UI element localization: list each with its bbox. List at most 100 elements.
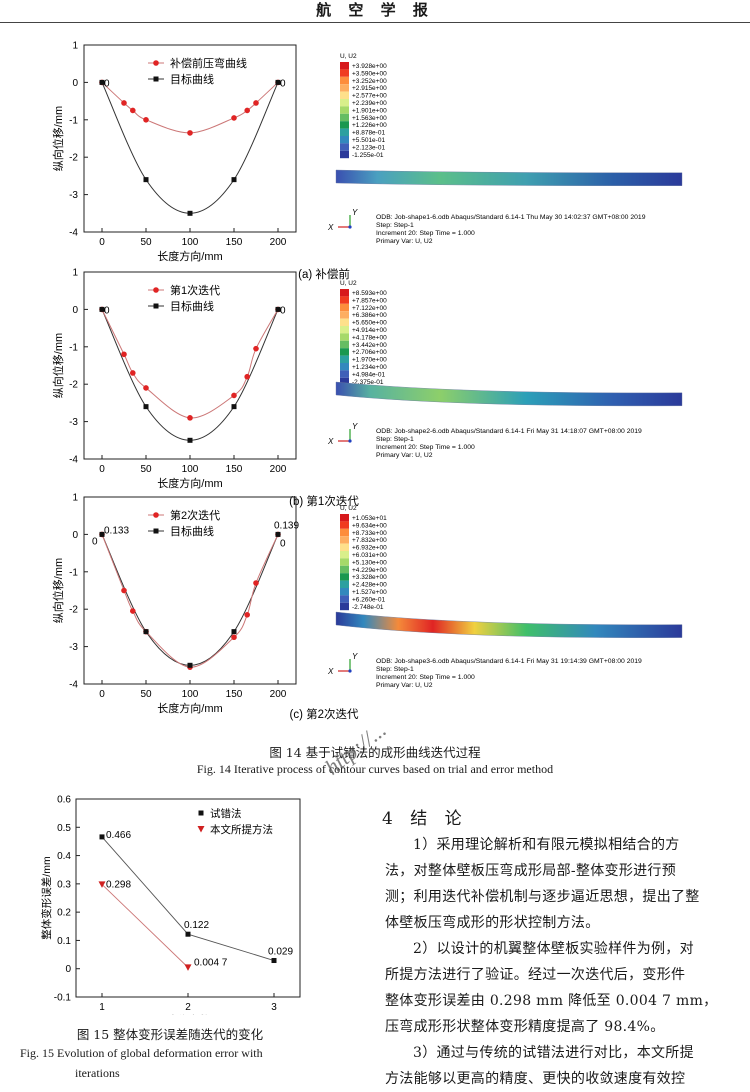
fea-info-line: Primary Var: U, U2 bbox=[376, 238, 433, 245]
fea-legend-value: +1.053e+01 bbox=[352, 515, 387, 522]
legend-black-marker bbox=[153, 528, 159, 534]
y-axis-label: 纵向位移/mm bbox=[51, 106, 65, 171]
y-tick-label: 0.4 bbox=[57, 851, 71, 862]
fea-color-swatch bbox=[340, 106, 349, 114]
fea-legend-value: +6.260e-01 bbox=[352, 596, 385, 603]
fea-deformed-beam bbox=[335, 169, 683, 186]
fea-legend-value: +4.229e+00 bbox=[352, 567, 387, 574]
red-data-point bbox=[244, 612, 250, 618]
fea-color-swatch bbox=[340, 348, 349, 356]
fea-color-swatch bbox=[340, 370, 349, 378]
x-tick-label: 150 bbox=[226, 689, 243, 700]
fig14-panel-b: 0 50 100 150 200 1 0 -1 -2 -3 -4 长度方向/mm 纵向位移/mm 0 0 第1… bbox=[51, 268, 683, 508]
red-data-point bbox=[121, 587, 127, 594]
series-trial-error-point bbox=[271, 958, 277, 964]
fea-legend-value: +1.234e+00 bbox=[352, 364, 387, 371]
legend-black-label: 目标曲线 bbox=[170, 524, 214, 538]
red-data-point bbox=[121, 351, 127, 358]
fea-legend-value: +1.226e+00 bbox=[352, 122, 387, 129]
fig14-panel-a: 0 50 100 150 200 1 0 -1 -2 -3 -4 长度方向/mm 纵向位移/mm 0 0 补偿… bbox=[51, 41, 683, 281]
red-data-point bbox=[231, 115, 237, 121]
legend-red-marker bbox=[153, 60, 159, 66]
y-tick-label: -1 bbox=[69, 567, 78, 578]
black-data-point bbox=[231, 629, 237, 635]
data-label: 0.466 bbox=[106, 830, 131, 841]
legend-black-label: 目标曲线 bbox=[170, 72, 214, 86]
compensated-curve-line bbox=[101, 82, 279, 134]
y-tick-label: -4 bbox=[69, 228, 78, 239]
legend-trial-marker bbox=[198, 810, 204, 816]
triad-z-axis bbox=[348, 669, 352, 673]
fea-legend-value: +6.386e+00 bbox=[352, 312, 387, 319]
black-data-point bbox=[99, 531, 105, 537]
fea-deformed-beam bbox=[335, 381, 683, 407]
x-tick-label: 0 bbox=[99, 237, 105, 248]
fea-legend-value: +2.706e+00 bbox=[352, 349, 387, 356]
red-data-point bbox=[253, 100, 259, 106]
fea-color-swatch bbox=[340, 84, 349, 92]
end-label-right-value: 0.139 bbox=[274, 520, 299, 531]
fea-info-line: Primary Var: U, U2 bbox=[376, 452, 433, 459]
fea-legend-value: +3.252e+00 bbox=[352, 78, 387, 85]
fea-color-swatch bbox=[340, 514, 349, 522]
p2-line-3: 整体变形误差由 0.298 mm 降低至 0.004 7 mm， bbox=[385, 993, 718, 1009]
x-tick-label: 50 bbox=[140, 689, 152, 700]
fea-color-swatch bbox=[340, 565, 349, 574]
p1-line-4: 体壁板压弯成形的形状控制方法。 bbox=[385, 915, 600, 931]
y-tick-label: 1 bbox=[72, 41, 78, 52]
fea-legend-value: +2.239e+00 bbox=[352, 100, 387, 107]
legend-proposed-label: 本文所提方法 bbox=[210, 823, 273, 836]
fea-color-swatch bbox=[340, 136, 349, 144]
red-data-point bbox=[187, 415, 193, 421]
fea-legend-value: +8.593e+00 bbox=[352, 290, 387, 297]
series-proposed-point bbox=[98, 881, 106, 888]
red-data-point bbox=[130, 370, 136, 376]
black-data-point bbox=[187, 210, 193, 216]
fea-legend-title: U, U2 bbox=[340, 280, 357, 287]
x-tick-label: 100 bbox=[182, 464, 199, 475]
fea-deformed-beam bbox=[335, 611, 683, 638]
fea-color-swatch bbox=[340, 340, 349, 349]
y-tick-label: -2 bbox=[69, 605, 78, 616]
fea-info-line: Step: Step-1 bbox=[376, 222, 414, 229]
fea-info-line: Increment 20: Step Time = 1.000 bbox=[376, 444, 475, 451]
fea-legend-value: -2.375e-01 bbox=[352, 379, 384, 386]
black-data-point bbox=[99, 306, 105, 312]
end-label-right-zero: 0 bbox=[280, 538, 286, 549]
fea-legend-value: +5.130e+00 bbox=[352, 559, 387, 566]
journal-header: 航 空 学 报 bbox=[0, 0, 750, 23]
red-data-point bbox=[244, 107, 250, 114]
legend-red-marker bbox=[153, 287, 159, 293]
fea-color-swatch bbox=[340, 113, 349, 122]
y-tick-label: -3 bbox=[69, 190, 78, 201]
fea-legend-value: +3.928e+00 bbox=[352, 63, 387, 70]
fea-legend-value: +4.984e-01 bbox=[352, 371, 385, 378]
red-data-point bbox=[143, 117, 149, 123]
section-heading: 4 结 论 bbox=[382, 809, 468, 829]
fea-color-swatch bbox=[340, 69, 349, 77]
fea-legend-value: +3.590e+00 bbox=[352, 70, 387, 77]
fig15-chart: 0.6 0.5 0.4 0.3 0.2 0.1 0 -0.1 1 2 3 迭代次数 整体变形误差/mm 0… bbox=[40, 795, 301, 1015]
compensated-curve-line bbox=[101, 534, 279, 668]
y-tick-label: 1 bbox=[72, 493, 78, 504]
series-proposed-line bbox=[101, 884, 189, 968]
x-tick-label: 200 bbox=[270, 689, 287, 700]
fea-color-swatch bbox=[340, 551, 349, 559]
legend-proposed-marker bbox=[197, 826, 205, 833]
fea-legend-value: +1.970e+00 bbox=[352, 357, 387, 364]
triad-y-label: Y bbox=[352, 652, 358, 661]
y-tick-label: 0 bbox=[72, 78, 78, 89]
triad-x-label: X bbox=[327, 667, 334, 676]
x-tick-label: 50 bbox=[140, 237, 152, 248]
compensated-curve-line bbox=[101, 309, 279, 419]
target-curve-line bbox=[101, 309, 279, 441]
x-tick-label: 3 bbox=[271, 1002, 277, 1013]
red-data-point bbox=[253, 345, 259, 352]
fig15-caption-en-2: iterations bbox=[75, 1066, 120, 1080]
fea-color-swatch bbox=[340, 355, 349, 363]
red-data-point bbox=[130, 107, 136, 114]
fea-legend-value: +2.123e-01 bbox=[352, 144, 385, 151]
fea-info-line: Step: Step-1 bbox=[376, 436, 414, 443]
fea-color-swatch bbox=[340, 536, 349, 544]
